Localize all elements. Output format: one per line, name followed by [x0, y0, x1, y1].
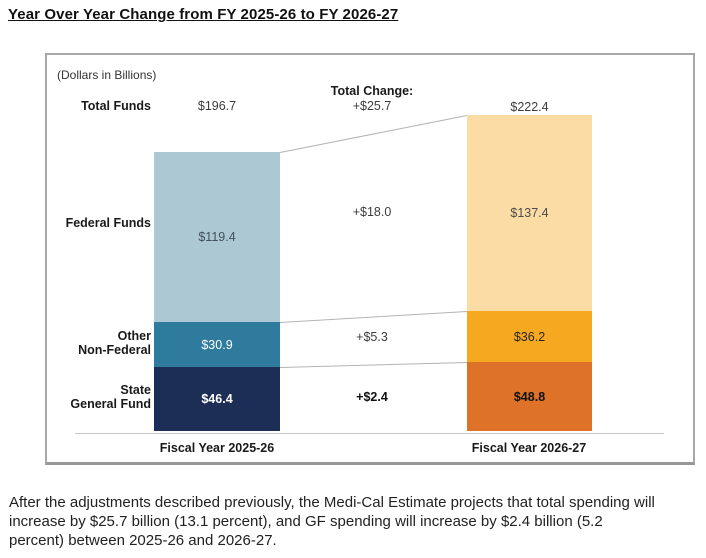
units-note: (Dollars in Billions)	[57, 68, 157, 82]
total-change-label: Total Change:	[330, 84, 414, 98]
other-value-fy2526: $30.9	[201, 337, 233, 352]
total-funds-value-fy2526: $196.7	[197, 99, 237, 113]
chart-frame: (Dollars in Billions) Total Funds $196.7…	[45, 53, 695, 465]
bar-segment-other-fy2526: $30.9	[154, 322, 280, 367]
total-funds-value-fy2627: $222.4	[510, 100, 549, 114]
bar-fy2025-26: $119.4 $30.9 $46.4	[154, 152, 280, 431]
chart-area: (Dollars in Billions) Total Funds $196.7…	[47, 55, 693, 462]
caption-paragraph: After the adjustments described previous…	[9, 494, 655, 549]
federal-value-fy2627: $137.4	[510, 206, 549, 220]
other-non-federal-row-label: Other Non-Federal	[47, 329, 151, 357]
bar-segment-other-fy2627: $36.2	[467, 311, 592, 362]
x-axis-line	[75, 433, 664, 434]
state-general-fund-row-label: State General Fund	[47, 383, 151, 411]
state-value-fy2526: $46.4	[201, 392, 233, 406]
state-label-line2: General Fund	[70, 397, 151, 411]
page-title: Year Over Year Change from FY 2025-26 to…	[8, 6, 399, 23]
state-label-line1: State	[120, 383, 151, 397]
federal-funds-change: +$18.0	[352, 205, 392, 219]
federal-funds-row-label: Federal Funds	[65, 216, 151, 230]
total-change-value: +$25.7	[352, 99, 392, 113]
bar-segment-federal-fy2526: $119.4	[154, 152, 280, 322]
federal-value-fy2526: $119.4	[198, 230, 236, 244]
other-value-fy2627: $36.2	[513, 329, 546, 344]
other-label-line2: Non-Federal	[78, 343, 151, 357]
bar-segment-state-fy2526: $46.4	[154, 367, 280, 431]
x-axis-label-fy2026-27: Fiscal Year 2026-27	[471, 441, 587, 455]
bar-segment-federal-fy2627: $137.4	[467, 115, 592, 311]
bar-fy2026-27: $137.4 $36.2 $48.8	[467, 115, 592, 431]
state-general-fund-change: +$2.4	[356, 390, 388, 404]
bar-segment-state-fy2627: $48.8	[467, 362, 592, 431]
other-label-line1: Other	[117, 329, 151, 343]
state-value-fy2627: $48.8	[513, 389, 546, 404]
x-axis-label-fy2025-26: Fiscal Year 2025-26	[159, 441, 275, 455]
total-funds-row-label: Total Funds	[81, 99, 151, 113]
other-non-federal-change: +$5.3	[356, 330, 388, 344]
